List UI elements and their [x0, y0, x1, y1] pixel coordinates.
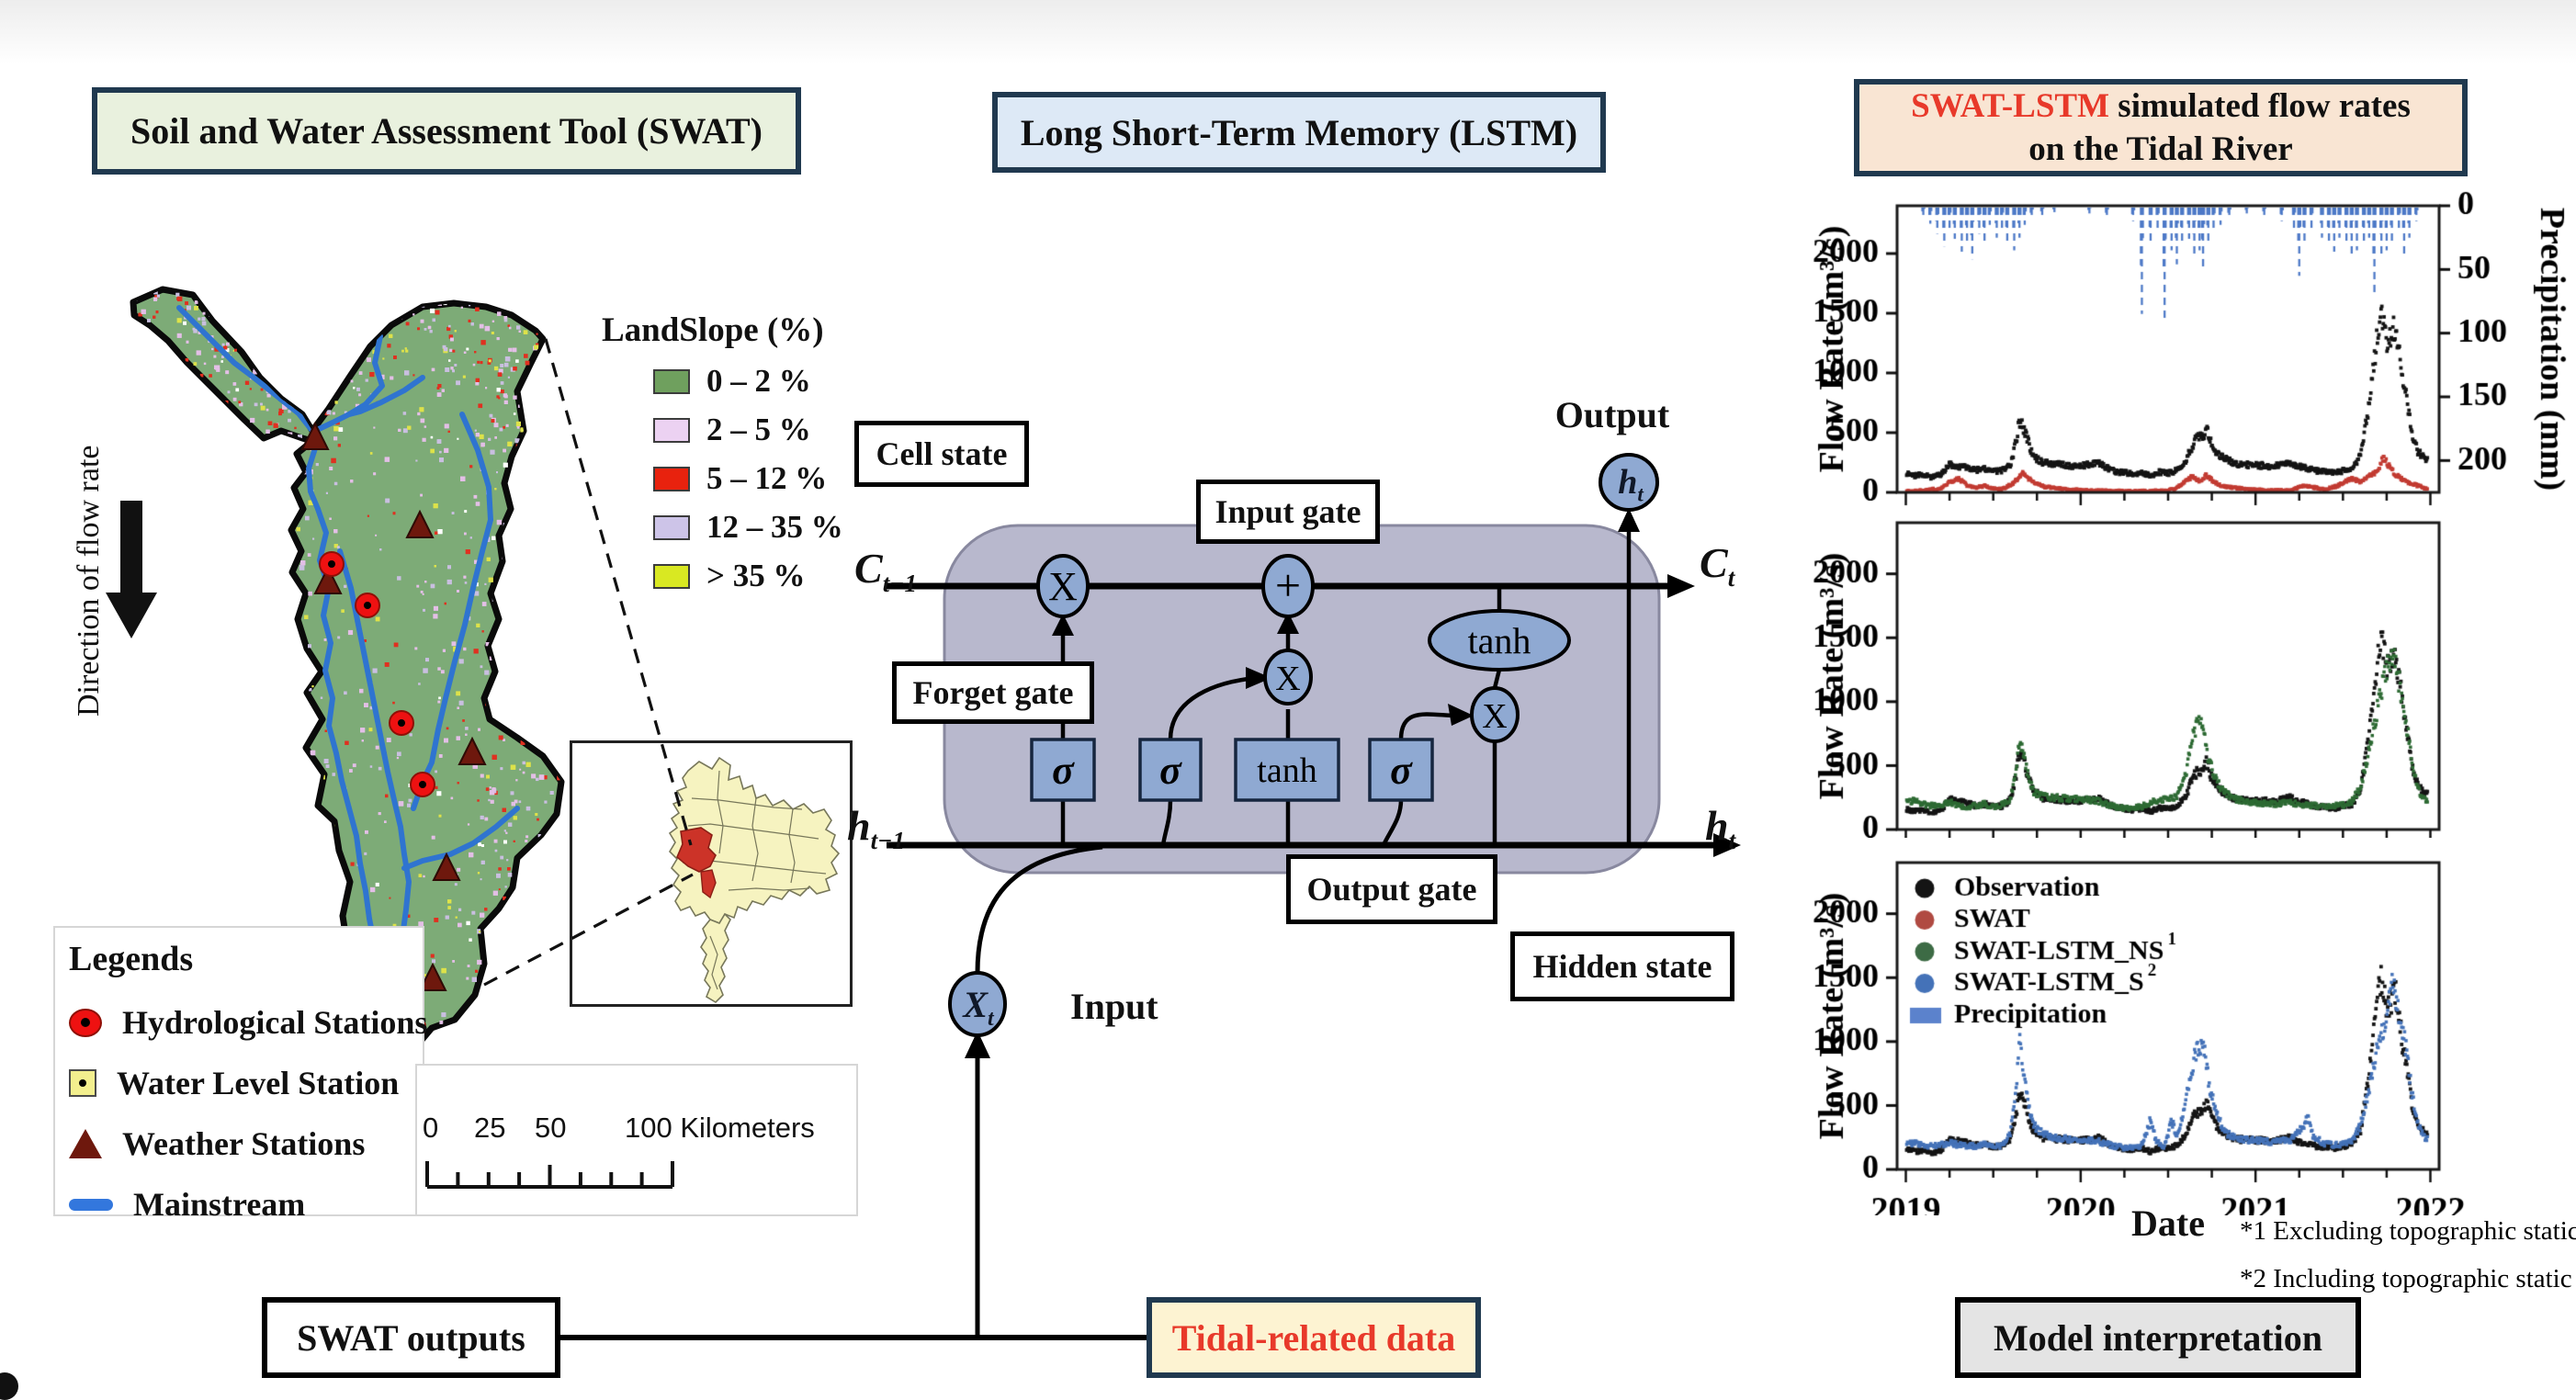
forget-multiply-glyph: X	[1048, 564, 1078, 609]
input-label: Input	[1070, 985, 1158, 1028]
thailand-peninsula	[701, 914, 730, 1002]
thailand-inset-map	[570, 740, 853, 1007]
swat-title-box: Soil and Water Assessment Tool (SWAT)	[92, 87, 801, 175]
flow-swat-lstm-s-chart	[1801, 834, 2576, 1215]
swat-lstm-title-line2: on the Tidal River	[2028, 128, 2292, 171]
sigma-output-glyph: σ	[1390, 748, 1413, 793]
hidden-state-label: Hidden state	[1510, 931, 1734, 1001]
flow-swat-lstm-ns-chart	[1801, 494, 2576, 838]
swat-outputs-box: SWAT outputs	[262, 1297, 560, 1378]
water-level-station-icon	[69, 1069, 96, 1097]
h-prev-label: ht−1	[847, 805, 905, 853]
swat-lstm-title-box: SWAT-LSTM simulated flow rates on the Ti…	[1854, 79, 2468, 176]
landslope-swatch-5-12	[653, 467, 690, 491]
map-legends: Legends Hydrological Stations Water Leve…	[69, 939, 427, 1246]
landslope-legend-title: LandSlope (%)	[602, 310, 859, 350]
landslope-item: 12 – 35 %	[653, 509, 859, 546]
landslope-item: 0 – 2 %	[653, 363, 859, 400]
scan-artifact-dot	[0, 1372, 18, 1400]
output-multiply-glyph: X	[1482, 697, 1507, 736]
forget-gate-label: Forget gate	[892, 661, 1094, 724]
scalebar-ruler	[415, 1152, 854, 1198]
cell-state-arrowhead	[1667, 574, 1695, 598]
output-gate-label: Output gate	[1286, 854, 1497, 924]
lstm-title-box: Long Short-Term Memory (LSTM)	[992, 92, 1606, 173]
weather-station-icon	[69, 1129, 102, 1158]
tidal-data-box: Tidal-related data	[1147, 1297, 1481, 1378]
h-output-node-label: ht	[1606, 465, 1655, 505]
footnote-1: *1 Excluding topographic static data	[2240, 1216, 2576, 1247]
tanh-gate-glyph: tanh	[1257, 751, 1316, 790]
legends-title: Legends	[69, 939, 427, 979]
x-input-node-label: Xt	[954, 987, 1003, 1030]
landslope-item: 5 – 12 %	[653, 460, 859, 497]
scalebar-label-100: 100 Kilometers	[625, 1112, 815, 1145]
date-axis-label: Date	[2104, 1202, 2232, 1245]
landslope-swatch-0-2	[653, 369, 690, 394]
scalebar-label-0: 0	[423, 1112, 438, 1145]
input-multiply-glyph: X	[1275, 660, 1300, 698]
output-label: Output	[1520, 393, 1704, 436]
c-next-label: Ct	[1700, 542, 1734, 591]
landslope-item: 2 – 5 %	[653, 412, 859, 448]
h-next-label: ht	[1705, 805, 1735, 853]
sigma-forget-glyph: σ	[1052, 748, 1075, 793]
landslope-swatch-12-35	[653, 515, 690, 540]
cell-state-label: Cell state	[854, 421, 1029, 487]
sigma-input-glyph: σ	[1159, 748, 1182, 793]
swat-lstm-rest: simulated flow rates	[2109, 87, 2411, 125]
c-prev-label: Ct−1	[854, 548, 917, 596]
flow-precip-chart	[1801, 176, 2576, 518]
swat-title-text: Soil and Water Assessment Tool (SWAT)	[130, 109, 763, 152]
landslope-legend: LandSlope (%) 0 – 2 % 2 – 5 % 5 – 12 % 1…	[602, 310, 859, 606]
legend-item-water-level: Water Level Station	[69, 1064, 427, 1102]
hydrological-station-icon	[69, 1009, 102, 1037]
legend-item-mainstream: Mainstream	[69, 1185, 427, 1224]
landslope-swatch-gt35	[653, 564, 690, 589]
add-glyph: +	[1275, 559, 1301, 611]
flow-direction-label: Direction of flow rate	[72, 386, 107, 717]
input-gate-label: Input gate	[1196, 480, 1380, 544]
swat-lstm-highlight: SWAT-LSTM	[1911, 87, 2109, 125]
model-interpretation-box: Model interpretation	[1955, 1297, 2361, 1378]
scalebar: 0 25 50 100 Kilometers	[415, 1064, 854, 1213]
landslope-item: > 35 %	[653, 558, 859, 594]
swat-lstm-title-line1: SWAT-LSTM simulated flow rates	[1911, 85, 2411, 128]
landslope-swatch-2-5	[653, 418, 690, 443]
legend-item-weather: Weather Stations	[69, 1124, 427, 1163]
lstm-title-text: Long Short-Term Memory (LSTM)	[1021, 111, 1577, 154]
tanh-node-glyph: tanh	[1468, 620, 1531, 661]
mainstream-icon	[69, 1199, 113, 1211]
scalebar-label-50: 50	[535, 1112, 566, 1145]
page-top-fade	[0, 0, 2576, 64]
scalebar-label-25: 25	[474, 1112, 505, 1145]
legend-item-hydrological: Hydrological Stations	[69, 1003, 427, 1042]
footnote-2: *2 Including topographic static data	[2240, 1264, 2576, 1294]
